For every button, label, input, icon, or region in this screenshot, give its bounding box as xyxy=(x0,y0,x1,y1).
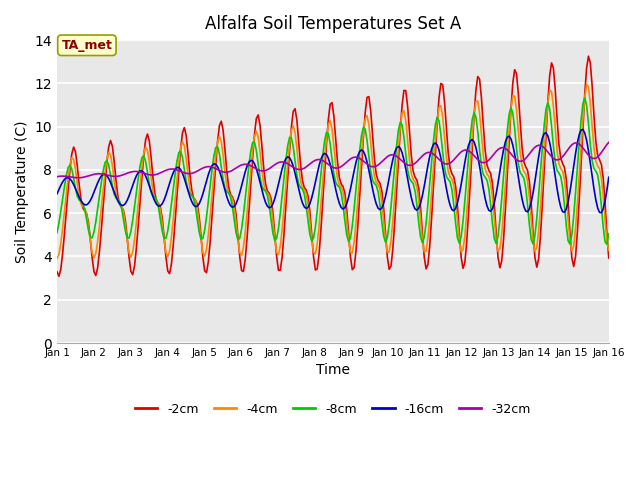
X-axis label: Time: Time xyxy=(316,363,350,377)
Title: Alfalfa Soil Temperatures Set A: Alfalfa Soil Temperatures Set A xyxy=(205,15,461,33)
Y-axis label: Soil Temperature (C): Soil Temperature (C) xyxy=(15,120,29,263)
Text: TA_met: TA_met xyxy=(61,39,113,52)
Legend: -2cm, -4cm, -8cm, -16cm, -32cm: -2cm, -4cm, -8cm, -16cm, -32cm xyxy=(130,398,536,421)
